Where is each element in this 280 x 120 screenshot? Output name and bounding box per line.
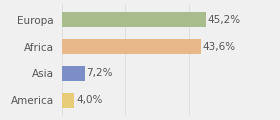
Text: 45,2%: 45,2%	[207, 15, 241, 25]
Bar	[62, 93, 74, 108]
Bar	[62, 66, 85, 81]
Text: 4,0%: 4,0%	[76, 95, 103, 105]
Bar	[62, 12, 206, 27]
Text: 7,2%: 7,2%	[87, 68, 113, 78]
Text: 43,6%: 43,6%	[202, 42, 235, 52]
Bar	[62, 39, 200, 54]
